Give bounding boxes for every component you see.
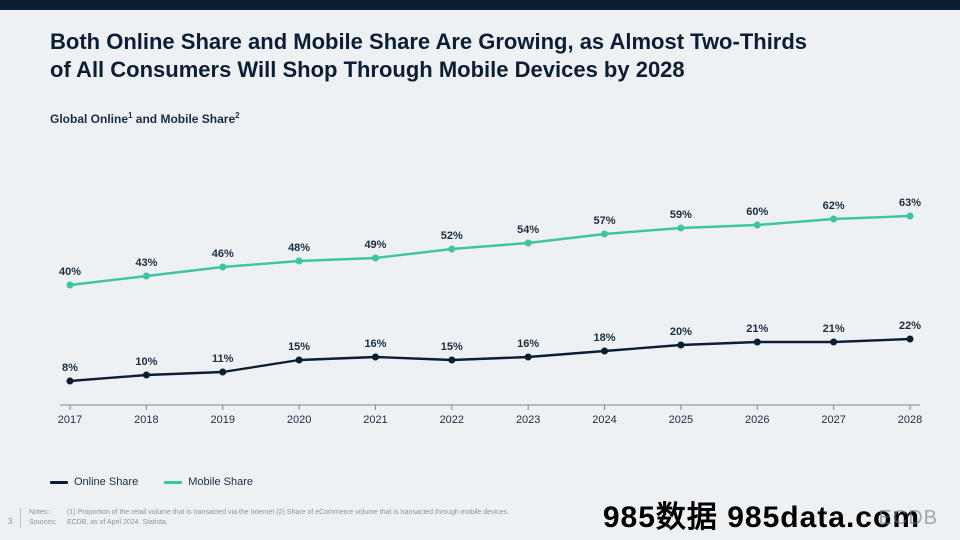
superscript-2: 2 — [235, 111, 239, 120]
top-bar — [0, 0, 960, 10]
footer-sources-line: Sources: ECDB, as of April 2024. Statist… — [29, 518, 509, 528]
notes-text: (1) Proportion of the retail volume that… — [67, 509, 509, 516]
brand-logo: ECDB — [878, 507, 938, 530]
legend-swatch-mobile — [164, 481, 182, 484]
svg-text:16%: 16% — [517, 338, 539, 350]
svg-text:2023: 2023 — [516, 414, 540, 426]
svg-text:21%: 21% — [746, 323, 768, 335]
chart-legend: Online Share Mobile Share — [50, 476, 253, 488]
svg-text:43%: 43% — [135, 257, 157, 269]
sources-label: Sources: — [29, 518, 65, 528]
svg-text:2019: 2019 — [210, 414, 234, 426]
svg-text:52%: 52% — [441, 230, 463, 242]
legend-swatch-online — [50, 481, 68, 484]
svg-text:49%: 49% — [364, 239, 386, 251]
svg-text:22%: 22% — [899, 320, 921, 332]
svg-text:2017: 2017 — [58, 414, 82, 426]
svg-text:2018: 2018 — [134, 414, 158, 426]
svg-text:40%: 40% — [59, 266, 81, 278]
svg-text:2024: 2024 — [592, 414, 616, 426]
svg-text:11%: 11% — [212, 353, 234, 365]
svg-text:54%: 54% — [517, 224, 539, 236]
svg-text:60%: 60% — [746, 206, 768, 218]
svg-text:63%: 63% — [899, 197, 921, 209]
footer-notes-line: Notes: (1) Proportion of the retail volu… — [29, 508, 509, 518]
svg-text:2021: 2021 — [363, 414, 387, 426]
line-chart: 2017 2018 2019 2020 2021 2022 2023 2024 2025 2026… — [50, 185, 930, 445]
legend-item-mobile: Mobile Share — [164, 476, 253, 488]
svg-text:2025: 2025 — [669, 414, 693, 426]
svg-text:15%: 15% — [441, 341, 463, 353]
svg-text:21%: 21% — [823, 323, 845, 335]
subtitle-part-2: and Mobile Share — [132, 112, 235, 126]
legend-label-online: Online Share — [74, 476, 138, 488]
svg-text:10%: 10% — [135, 356, 157, 368]
svg-text:15%: 15% — [288, 341, 310, 353]
svg-text:57%: 57% — [594, 215, 616, 227]
svg-text:18%: 18% — [594, 332, 616, 344]
svg-text:16%: 16% — [364, 338, 386, 350]
svg-text:2028: 2028 — [898, 414, 922, 426]
chart-svg: 2017 2018 2019 2020 2021 2022 2023 2024 2025 2026… — [50, 185, 930, 445]
svg-text:2026: 2026 — [745, 414, 769, 426]
svg-text:8%: 8% — [62, 362, 78, 374]
sources-text: ECDB, as of April 2024. Statista. — [67, 519, 168, 526]
watermark-text: 985数据 985data.com — [603, 492, 920, 536]
svg-text:20%: 20% — [670, 326, 692, 338]
page-number: 3 — [8, 517, 12, 526]
page-title: Both Online Share and Mobile Share Are G… — [0, 10, 880, 83]
svg-text:48%: 48% — [288, 242, 310, 254]
legend-label-mobile: Mobile Share — [188, 476, 253, 488]
chart-subtitle: Global Online1 and Mobile Share2 — [0, 83, 960, 126]
svg-text:62%: 62% — [823, 200, 845, 212]
svg-text:2027: 2027 — [821, 414, 845, 426]
legend-item-online: Online Share — [50, 476, 138, 488]
subtitle-part-1: Global Online — [50, 112, 128, 126]
svg-text:59%: 59% — [670, 209, 692, 221]
svg-text:2022: 2022 — [440, 414, 464, 426]
svg-text:2020: 2020 — [287, 414, 311, 426]
footer-notes: Notes: (1) Proportion of the retail volu… — [20, 508, 509, 528]
notes-label: Notes: — [29, 508, 65, 518]
svg-text:46%: 46% — [212, 248, 234, 260]
